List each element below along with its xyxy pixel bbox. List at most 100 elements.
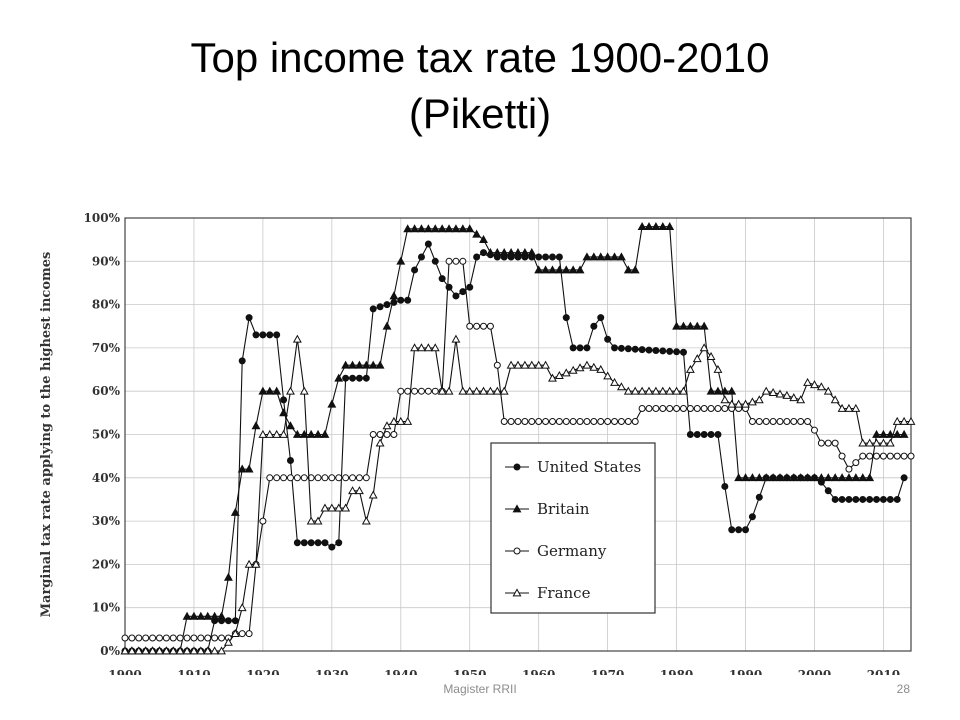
data-point-france [368, 490, 378, 499]
data-point-britain [417, 224, 426, 233]
data-point-britain [844, 473, 854, 482]
data-point-britain [472, 229, 482, 238]
legend-marker-germany [513, 547, 521, 555]
data-point-germany [183, 634, 191, 642]
data-point-france [465, 386, 475, 395]
data-point-britain [734, 473, 744, 482]
data-point-france [754, 395, 764, 404]
data-point-germany [604, 418, 612, 426]
y-tick-label: 60% [92, 384, 121, 398]
data-point-britain [230, 507, 240, 516]
data-point-france [630, 386, 640, 395]
data-point-britain [589, 252, 599, 261]
data-point-france [354, 486, 364, 495]
data-point-united-states [362, 374, 370, 382]
data-point-united-states [286, 456, 294, 464]
data-point-united-states [893, 495, 901, 503]
data-point-france [568, 365, 578, 374]
data-point-britain [899, 429, 909, 438]
data-point-germany [431, 387, 439, 395]
data-point-united-states [824, 487, 832, 495]
y-tick-label: 40% [92, 471, 121, 485]
data-point-united-states [349, 374, 357, 382]
data-point-britain [244, 464, 254, 473]
data-point-united-states [252, 331, 260, 339]
data-point-france [217, 646, 226, 655]
data-point-britain [789, 473, 799, 482]
data-point-germany [259, 517, 267, 525]
data-point-britain [354, 360, 364, 369]
data-point-united-states [397, 296, 405, 304]
data-point-britain [334, 373, 344, 382]
data-point-britain [348, 360, 357, 369]
data-point-germany [335, 474, 343, 482]
data-point-united-states [542, 253, 550, 261]
data-point-united-states [273, 331, 281, 339]
data-point-united-states [569, 344, 577, 352]
data-point-britain [327, 399, 337, 408]
data-point-germany [624, 418, 632, 426]
data-point-france [734, 399, 744, 408]
data-point-britain [286, 421, 295, 430]
data-point-britain [389, 291, 399, 300]
data-point-germany [666, 405, 674, 413]
data-point-germany [714, 405, 722, 413]
data-point-britain [830, 473, 840, 482]
footer-text: Magister RRII [443, 682, 517, 696]
data-point-britain [623, 265, 633, 274]
data-point-france [279, 429, 289, 438]
data-point-france [651, 386, 661, 395]
data-point-germany [390, 431, 398, 438]
data-point-france [327, 503, 337, 512]
data-point-germany [762, 418, 770, 426]
data-point-germany [293, 474, 301, 482]
data-point-france [865, 438, 875, 447]
data-point-united-states [742, 526, 750, 534]
data-point-germany [645, 405, 653, 413]
data-point-united-states [900, 474, 908, 482]
data-point-united-states [659, 347, 667, 355]
data-point-germany [693, 405, 701, 413]
data-point-germany [480, 322, 488, 330]
data-point-britain [554, 265, 564, 274]
data-point-britain [368, 360, 378, 369]
data-point-united-states [431, 257, 439, 265]
data-point-france [603, 371, 613, 380]
data-point-britain [582, 252, 592, 261]
data-point-france [665, 386, 675, 395]
legend-box [490, 442, 656, 614]
data-point-britain [596, 252, 606, 261]
data-point-britain [851, 473, 861, 482]
data-point-france [823, 386, 833, 395]
data-point-united-states [714, 431, 722, 438]
data-point-germany [721, 405, 729, 413]
data-point-france [796, 395, 806, 404]
data-point-france [210, 646, 220, 655]
data-point-france [610, 377, 619, 386]
data-point-france [561, 368, 571, 377]
data-point-united-states [259, 331, 267, 339]
data-point-germany [190, 634, 198, 642]
data-point-france [341, 503, 351, 512]
data-point-france [417, 343, 426, 352]
data-point-france [286, 386, 295, 395]
legend-label-germany: Germany [537, 542, 607, 560]
data-point-britain [320, 429, 330, 438]
x-tick-label: 1960 [522, 668, 555, 675]
legend-label-britain: Britain [537, 500, 590, 518]
data-point-france [320, 503, 330, 512]
data-point-united-states [411, 266, 419, 274]
data-point-germany [493, 361, 501, 369]
data-point-germany [845, 465, 853, 473]
series-line-britain [125, 226, 905, 652]
data-point-britain [644, 222, 654, 231]
data-point-germany [817, 439, 825, 447]
data-point-france [851, 403, 861, 412]
data-point-britain [451, 224, 461, 233]
data-point-united-states [831, 495, 839, 503]
data-point-germany [790, 418, 798, 426]
data-point-france [265, 429, 275, 438]
data-point-united-states [473, 253, 481, 261]
y-axis-title: Marginal tax rate applying to the highes… [39, 252, 54, 618]
data-point-united-states [293, 539, 301, 547]
